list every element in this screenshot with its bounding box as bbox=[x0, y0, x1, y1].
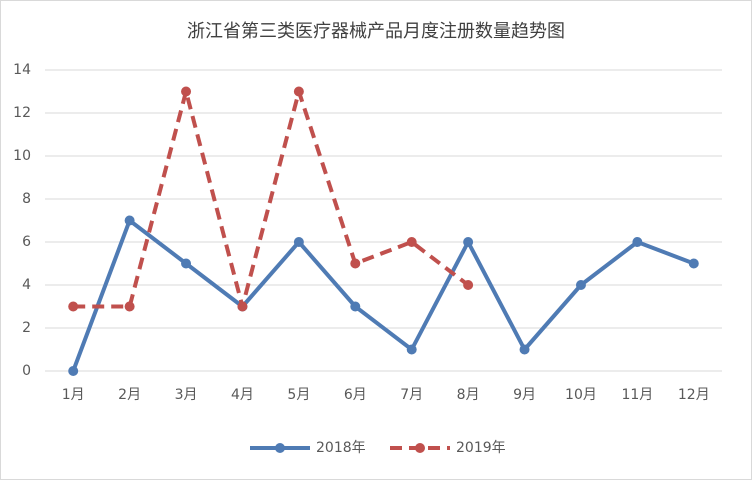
y-tick-label: 4 bbox=[22, 277, 31, 293]
x-tick-label: 8月 bbox=[457, 387, 480, 403]
point-marker bbox=[463, 280, 474, 290]
point-marker bbox=[68, 301, 79, 312]
point-marker bbox=[575, 280, 586, 290]
x-tick-label: 6月 bbox=[344, 387, 367, 403]
x-tick-label: 10月 bbox=[565, 387, 597, 403]
y-tick-label: 6 bbox=[22, 234, 31, 250]
x-tick-label: 5月 bbox=[287, 387, 310, 403]
x-tick-label: 3月 bbox=[175, 387, 198, 403]
point-marker bbox=[181, 258, 192, 269]
series-line bbox=[73, 89, 470, 309]
point-marker bbox=[293, 237, 304, 247]
legend-marker bbox=[275, 443, 285, 453]
x-tick-label: 12月 bbox=[678, 387, 710, 403]
point-marker bbox=[406, 237, 417, 247]
y-tick-label: 14 bbox=[13, 62, 31, 78]
series-line bbox=[71, 218, 695, 372]
x-tick-label: 9月 bbox=[513, 387, 536, 403]
x-tick-label: 11月 bbox=[621, 387, 653, 403]
point-marker bbox=[406, 344, 417, 355]
y-tick-label: 2 bbox=[22, 320, 31, 336]
point-marker bbox=[632, 237, 643, 247]
y-tick-label: 0 bbox=[22, 363, 31, 379]
chart-title: 浙江省第三类医疗器械产品月度注册数量趋势图 bbox=[187, 21, 565, 42]
x-tick-label: 1月 bbox=[62, 387, 85, 403]
legend-label: 2019年 bbox=[456, 440, 506, 456]
x-tick-label: 7月 bbox=[400, 387, 423, 403]
point-marker bbox=[124, 215, 135, 226]
point-marker bbox=[519, 344, 530, 355]
point-marker bbox=[68, 366, 79, 376]
point-marker bbox=[688, 258, 699, 269]
x-tick-label: 2月 bbox=[118, 387, 141, 403]
y-tick-label: 12 bbox=[13, 105, 31, 121]
y-tick-label: 8 bbox=[22, 191, 31, 207]
point-marker bbox=[237, 301, 248, 312]
point-marker bbox=[463, 237, 474, 247]
point-marker bbox=[350, 301, 361, 312]
point-marker bbox=[350, 258, 361, 269]
point-marker bbox=[293, 86, 304, 97]
legend-label: 2018年 bbox=[316, 440, 366, 456]
legend-marker bbox=[415, 443, 425, 453]
point-marker bbox=[181, 86, 192, 97]
y-tick-label: 10 bbox=[13, 148, 31, 164]
x-tick-label: 4月 bbox=[231, 387, 254, 403]
point-marker bbox=[124, 301, 135, 312]
